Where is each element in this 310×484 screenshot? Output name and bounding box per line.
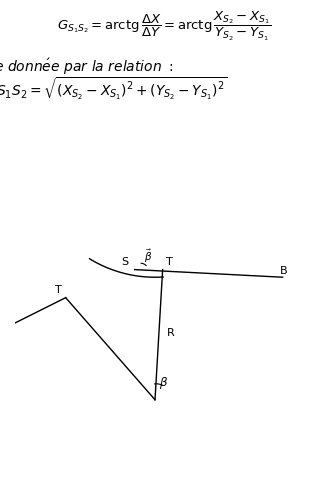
Text: R: R: [166, 328, 174, 337]
Text: $\beta$: $\beta$: [159, 374, 169, 390]
Text: B: B: [280, 266, 288, 275]
Text: $\vec{\beta}$: $\vec{\beta}$: [144, 247, 153, 264]
Text: T: T: [166, 256, 173, 266]
Text: $\mathit{e\ donn\acute{e}e\ par\ la\ relation\ :}$: $\mathit{e\ donn\acute{e}e\ par\ la\ rel…: [0, 57, 173, 77]
Text: $S_1S_2 = \sqrt{\left(X_{S_2} - X_{S_1}\right)^2 + \left(Y_{S_2} - Y_{S_1}\right: $S_1S_2 = \sqrt{\left(X_{S_2} - X_{S_1}\…: [0, 76, 227, 102]
Text: $G_{S_1S_2} = \mathrm{arctg}\,\dfrac{\Delta X}{\Delta Y} = \mathrm{arctg}\,\dfra: $G_{S_1S_2} = \mathrm{arctg}\,\dfrac{\De…: [57, 10, 272, 43]
Text: S: S: [121, 256, 128, 266]
Text: T: T: [55, 284, 62, 294]
